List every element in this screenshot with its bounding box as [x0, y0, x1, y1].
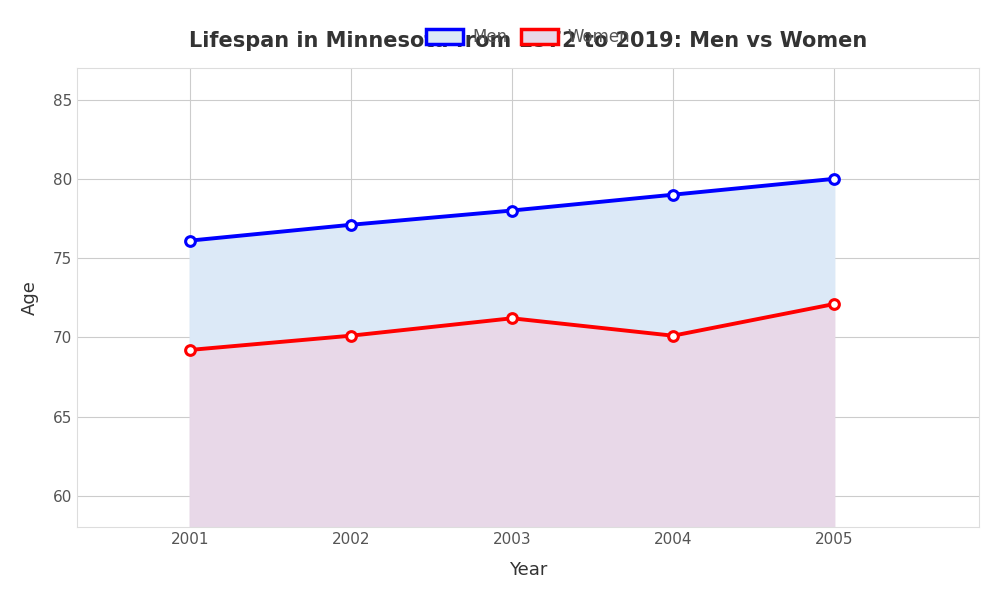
Y-axis label: Age: Age [21, 280, 39, 315]
Legend: Men, Women: Men, Women [419, 21, 637, 52]
Title: Lifespan in Minnesota from 1972 to 2019: Men vs Women: Lifespan in Minnesota from 1972 to 2019:… [189, 31, 867, 51]
X-axis label: Year: Year [509, 561, 547, 579]
